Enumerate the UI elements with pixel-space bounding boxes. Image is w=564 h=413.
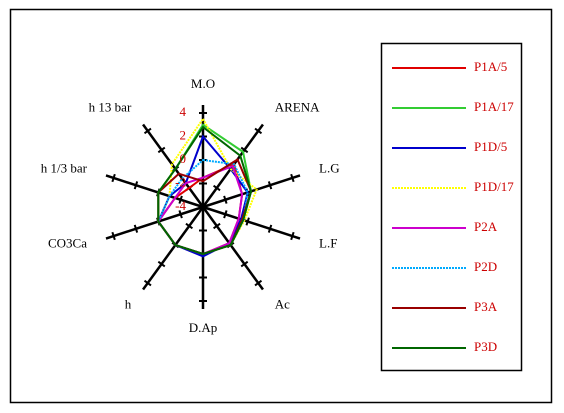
r-tick-label: 0 <box>180 151 187 166</box>
axis-line <box>142 123 205 208</box>
axis-label: ARENA <box>275 99 320 114</box>
axis-label: L.F <box>319 236 337 251</box>
axis-label: Ac <box>275 297 290 312</box>
series-line <box>157 125 253 256</box>
series-line <box>157 134 249 258</box>
r-tick-label: 4 <box>180 104 187 119</box>
axis-label: h <box>125 297 132 312</box>
tick-mark <box>290 231 295 241</box>
tick-mark <box>157 260 166 268</box>
tick-mark <box>240 146 249 154</box>
axis-label: h 13 bar <box>89 99 132 114</box>
r-tick-label: -4 <box>175 198 186 213</box>
legend-label: P1D/17 <box>474 179 514 194</box>
legend-label: P1A/5 <box>474 59 507 74</box>
axis-line <box>201 206 264 291</box>
tick-mark <box>267 181 273 190</box>
tick-mark <box>254 279 263 287</box>
chart-border <box>9 8 553 404</box>
tick-mark <box>223 195 228 204</box>
tick-mark <box>254 127 263 135</box>
legend-label: P3A <box>474 299 498 314</box>
tick-mark <box>212 184 221 192</box>
tick-mark <box>111 231 116 241</box>
axis-label: L.G <box>319 160 340 175</box>
tick-mark <box>133 224 139 233</box>
axis-line <box>142 206 205 291</box>
tick-mark <box>143 279 152 287</box>
tick-mark <box>178 210 183 219</box>
tick-mark <box>185 222 194 230</box>
tick-mark <box>223 210 228 219</box>
tick-mark <box>245 217 250 226</box>
tick-mark <box>290 173 295 183</box>
tick-mark <box>240 260 249 268</box>
tick-mark <box>111 173 116 183</box>
tick-mark <box>143 127 152 135</box>
legend-box <box>380 42 523 372</box>
legend-label: P1A/17 <box>474 99 514 114</box>
legend-label: P2A <box>474 219 498 234</box>
axis-label: h 1/3 bar <box>41 160 88 175</box>
legend-label: P1D/5 <box>474 139 507 154</box>
r-tick-label: 2 <box>180 127 187 142</box>
legend-label: P3D <box>474 339 497 354</box>
axis-line <box>105 205 204 240</box>
legend-label: P2D <box>474 259 497 274</box>
axis-label: CO3Ca <box>48 236 87 251</box>
tick-mark <box>212 222 221 230</box>
tick-mark <box>178 195 183 204</box>
axis-label: D.Ap <box>189 320 218 335</box>
r-tick-label: -2 <box>175 174 186 189</box>
series-line <box>157 116 258 256</box>
axis-label: M.O <box>191 76 215 91</box>
axis-line <box>105 174 204 209</box>
axis-line <box>202 205 301 240</box>
tick-mark <box>267 224 273 233</box>
tick-mark <box>157 146 166 154</box>
tick-mark <box>133 181 139 190</box>
